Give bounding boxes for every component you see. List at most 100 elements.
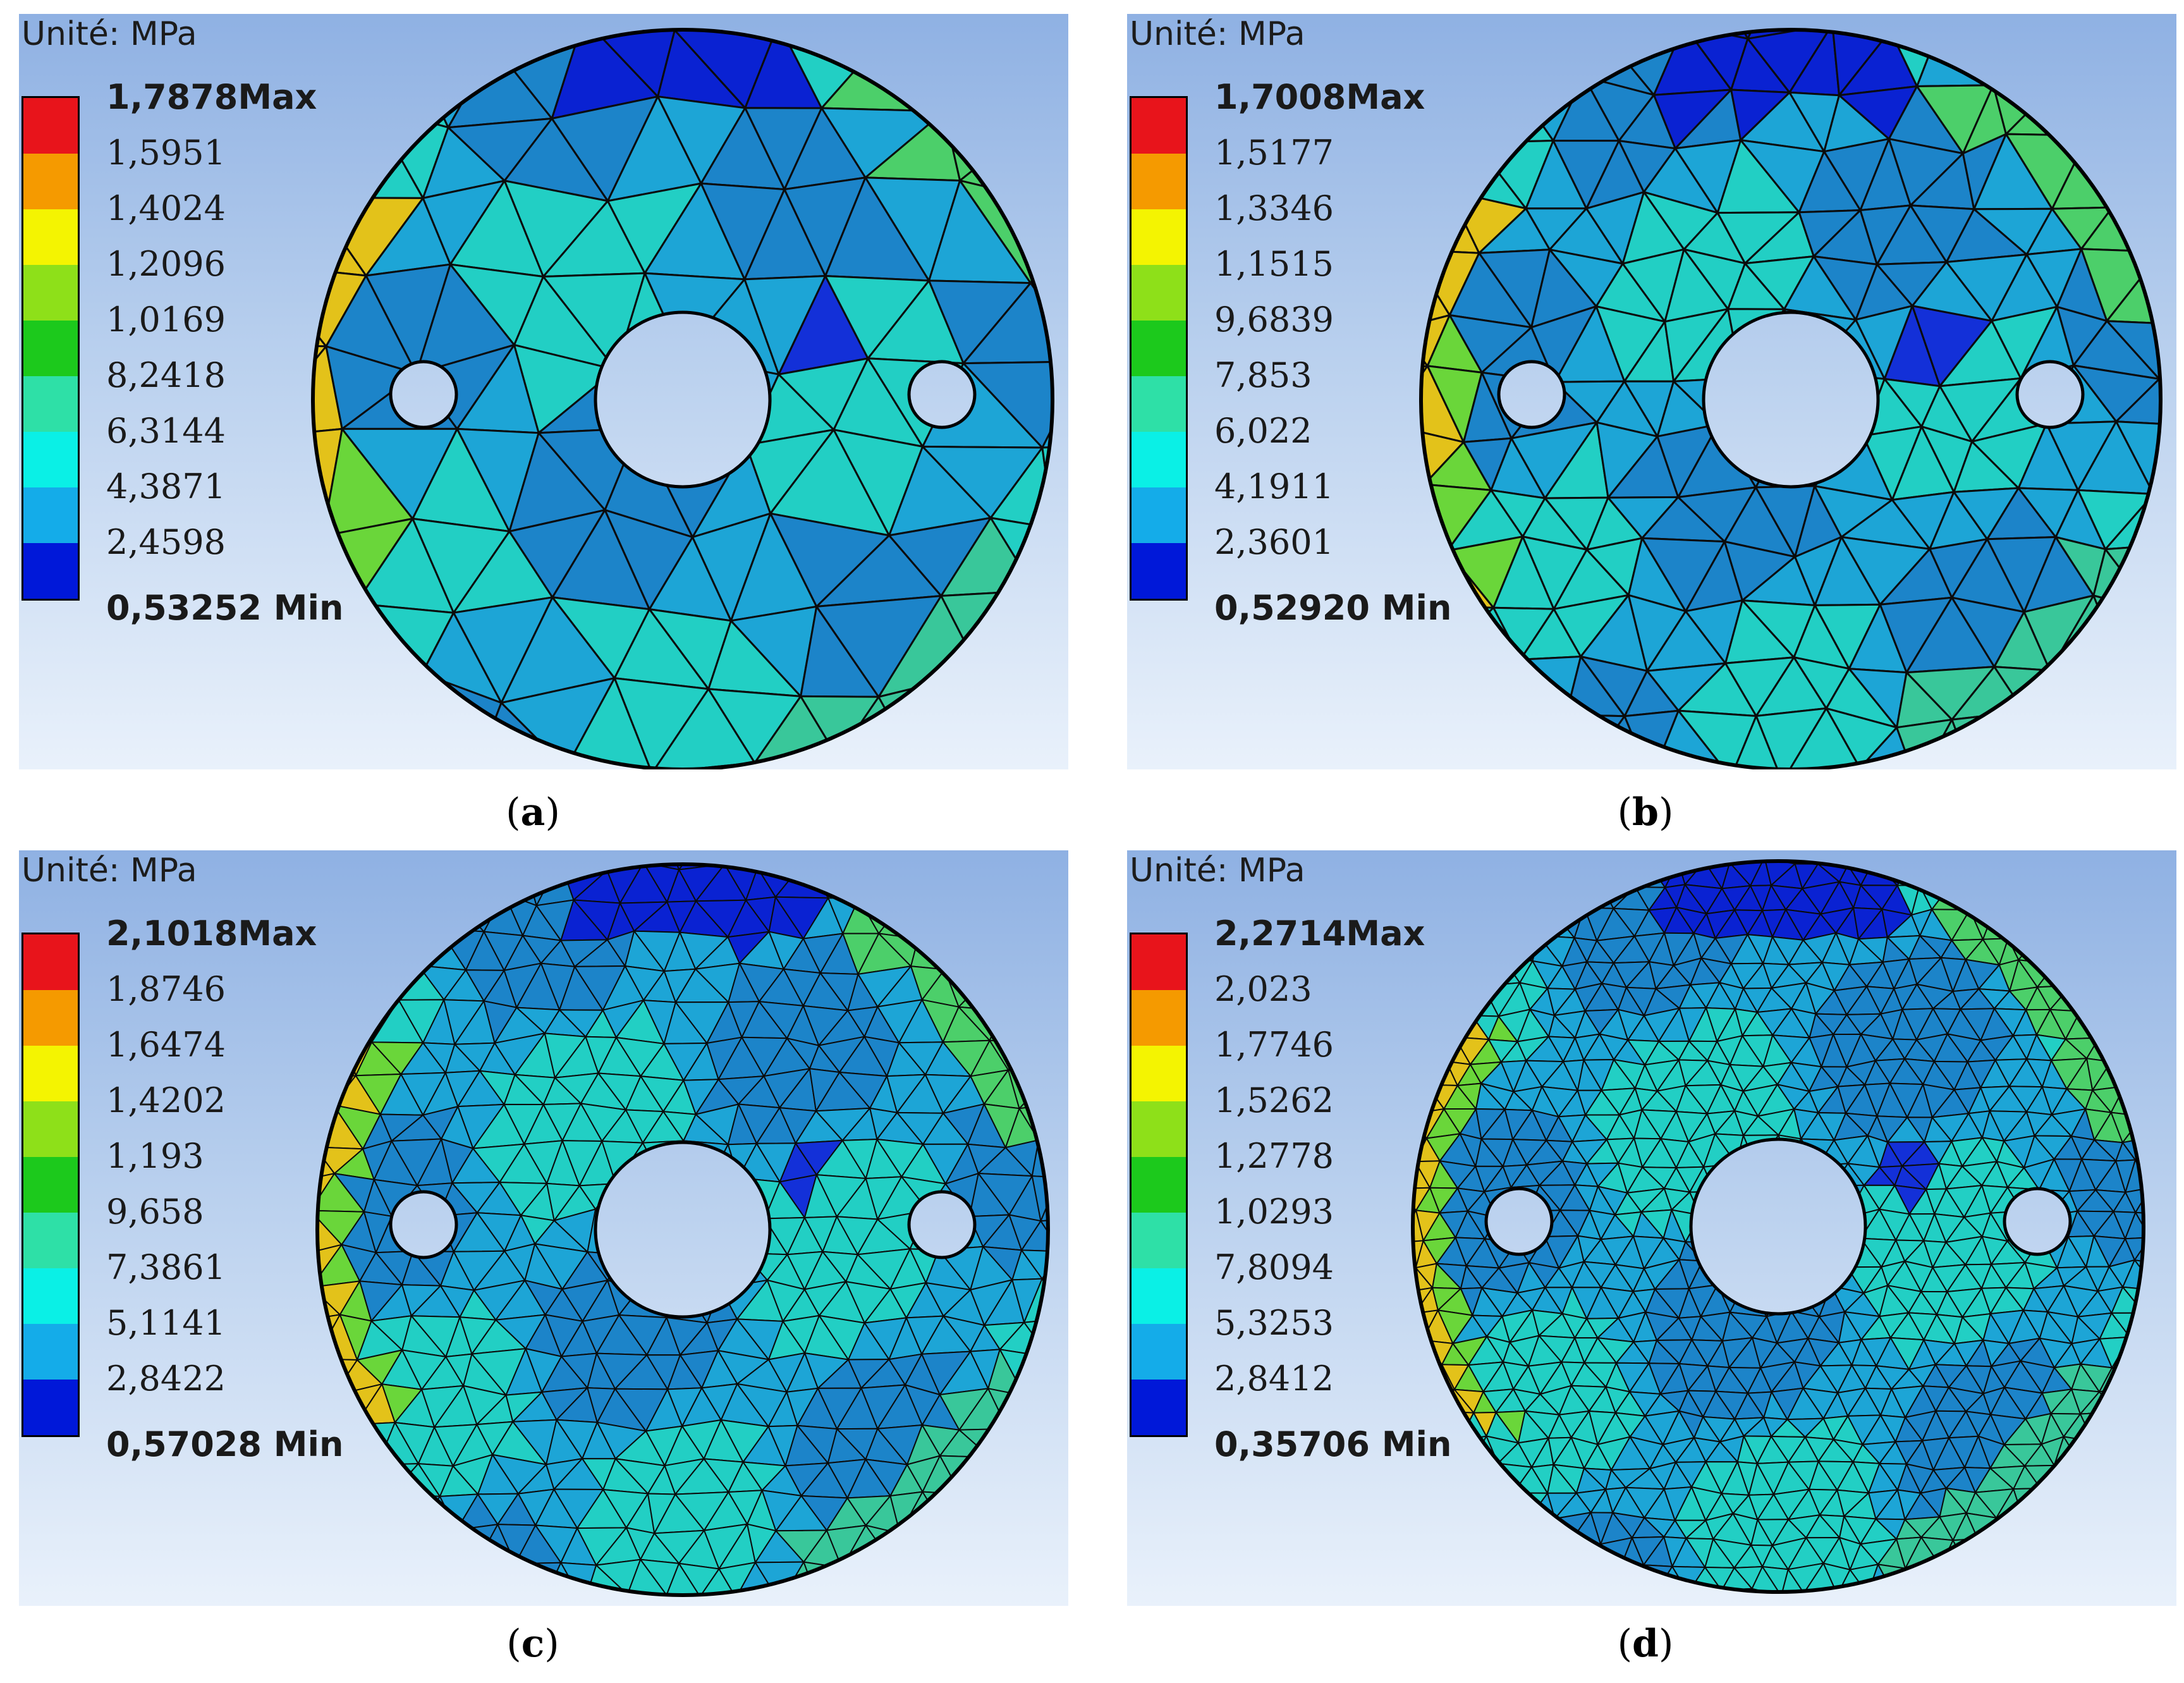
mesh-element bbox=[559, 864, 608, 871]
mesh-element bbox=[1804, 1593, 1838, 1606]
mesh-element bbox=[1061, 1218, 1068, 1252]
mesh-element bbox=[259, 1216, 298, 1255]
mesh-element bbox=[317, 1358, 334, 1397]
legend-value: 1,8746 bbox=[106, 969, 226, 1009]
color-legend bbox=[21, 96, 80, 601]
unit-label: Unité: MPa bbox=[21, 852, 197, 890]
mesh-element bbox=[1470, 958, 1504, 987]
mesh-element bbox=[2150, 1236, 2176, 1265]
mesh-element bbox=[1372, 1210, 1398, 1243]
mesh-element bbox=[1919, 861, 1953, 886]
mesh-element bbox=[1889, 30, 1943, 32]
legend-min-label: 0,52920 Min bbox=[1214, 588, 1452, 628]
legend-max-label: 1,7008Max bbox=[1214, 77, 1425, 117]
mesh-element bbox=[1023, 1390, 1048, 1431]
mesh-element bbox=[1687, 1589, 1723, 1592]
mesh-element bbox=[316, 672, 424, 755]
legend-value: 7,8094 bbox=[1214, 1247, 1334, 1287]
mesh-element bbox=[391, 1493, 441, 1537]
center-hole bbox=[594, 1141, 772, 1319]
mesh-element bbox=[313, 106, 373, 199]
mesh-element bbox=[2098, 1007, 2122, 1039]
mesh-element bbox=[509, 767, 604, 769]
mesh-element bbox=[1916, 1565, 1954, 1592]
mesh-element bbox=[616, 850, 666, 863]
mesh-element bbox=[545, 14, 627, 19]
mesh-element bbox=[1602, 861, 1636, 891]
mesh-element bbox=[2160, 206, 2161, 253]
mesh-element bbox=[2123, 1086, 2144, 1117]
mesh-element bbox=[2054, 962, 2085, 986]
left-bolt-hole bbox=[389, 1190, 458, 1259]
mesh-element bbox=[280, 1181, 310, 1216]
mesh-element bbox=[979, 671, 1052, 769]
mesh-element bbox=[1559, 1537, 1587, 1565]
mesh-element bbox=[836, 755, 913, 769]
mesh-element bbox=[958, 974, 1003, 1012]
mesh-element bbox=[2053, 1464, 2082, 1493]
mesh-element bbox=[1061, 1251, 1068, 1283]
legend-value: 2,3601 bbox=[1214, 522, 1334, 562]
legend-min-label: 0,53252 Min bbox=[106, 588, 344, 628]
caption-c: (c) bbox=[506, 1622, 559, 1666]
legend-swatch bbox=[23, 1101, 78, 1157]
mesh-element bbox=[330, 1424, 379, 1466]
mesh-element bbox=[842, 864, 879, 900]
mesh-element bbox=[2040, 1488, 2066, 1518]
left-bolt-hole bbox=[1497, 360, 1566, 429]
stress-plot-disc bbox=[1372, 859, 2176, 1606]
mesh-element bbox=[2018, 38, 2074, 90]
mesh-element bbox=[827, 864, 860, 900]
mesh-element bbox=[1765, 1596, 1794, 1606]
mesh-element bbox=[2080, 1441, 2111, 1466]
mesh-element bbox=[1951, 710, 2025, 769]
mesh-element bbox=[313, 264, 327, 348]
mesh-element bbox=[1427, 1008, 1456, 1038]
right-bolt-hole bbox=[907, 360, 977, 429]
mesh-element bbox=[2110, 1034, 2136, 1068]
mesh-element bbox=[1620, 1564, 1645, 1592]
mesh-element bbox=[989, 1428, 1030, 1460]
mesh-element bbox=[2007, 912, 2038, 939]
legend-swatch bbox=[1132, 1101, 1186, 1157]
mesh-element bbox=[313, 525, 324, 611]
mesh-element bbox=[475, 864, 527, 895]
mesh-element bbox=[272, 1256, 311, 1290]
mesh-element bbox=[1001, 1005, 1047, 1043]
mesh-element bbox=[841, 1558, 891, 1595]
mesh-element bbox=[1421, 365, 1429, 425]
mesh-element bbox=[1576, 886, 1604, 909]
mesh-element bbox=[2092, 594, 2154, 657]
legend-value: 4,1911 bbox=[1214, 467, 1334, 506]
mesh-element bbox=[2079, 983, 2113, 1012]
legend-value: 5,1141 bbox=[106, 1303, 226, 1343]
mesh-element bbox=[1838, 1594, 1868, 1606]
legend-swatch bbox=[1132, 321, 1186, 376]
unit-label: Unité: MPa bbox=[21, 15, 197, 53]
legend-swatch bbox=[23, 487, 78, 543]
mesh-element bbox=[1474, 80, 1554, 144]
mesh-element bbox=[2049, 88, 2108, 137]
legend-value: 6,3144 bbox=[106, 411, 226, 451]
left-bolt-hole bbox=[389, 360, 458, 429]
mesh-element bbox=[1053, 445, 1068, 537]
legend-swatch bbox=[23, 1157, 78, 1213]
legend-value: 6,022 bbox=[1214, 411, 1312, 451]
mesh-element bbox=[1583, 889, 1614, 909]
mesh-element bbox=[2143, 1289, 2144, 1319]
mesh-element bbox=[2106, 320, 2161, 380]
mesh-element bbox=[1911, 861, 1938, 886]
mesh-element bbox=[313, 603, 357, 689]
mesh-element bbox=[1413, 1161, 1416, 1190]
mesh-element bbox=[1421, 145, 1451, 197]
mesh-element bbox=[1413, 1292, 1416, 1314]
mesh-element bbox=[2006, 1514, 2043, 1541]
mesh-element bbox=[1443, 984, 1473, 1017]
mesh-element bbox=[700, 1596, 736, 1606]
mesh-element bbox=[2129, 1336, 2144, 1368]
mesh-element bbox=[1977, 1538, 2008, 1566]
legend-value: 1,0169 bbox=[106, 300, 226, 340]
mesh-element bbox=[493, 30, 585, 47]
legend-value: 2,8412 bbox=[1214, 1359, 1334, 1398]
mesh-element bbox=[1704, 861, 1731, 864]
